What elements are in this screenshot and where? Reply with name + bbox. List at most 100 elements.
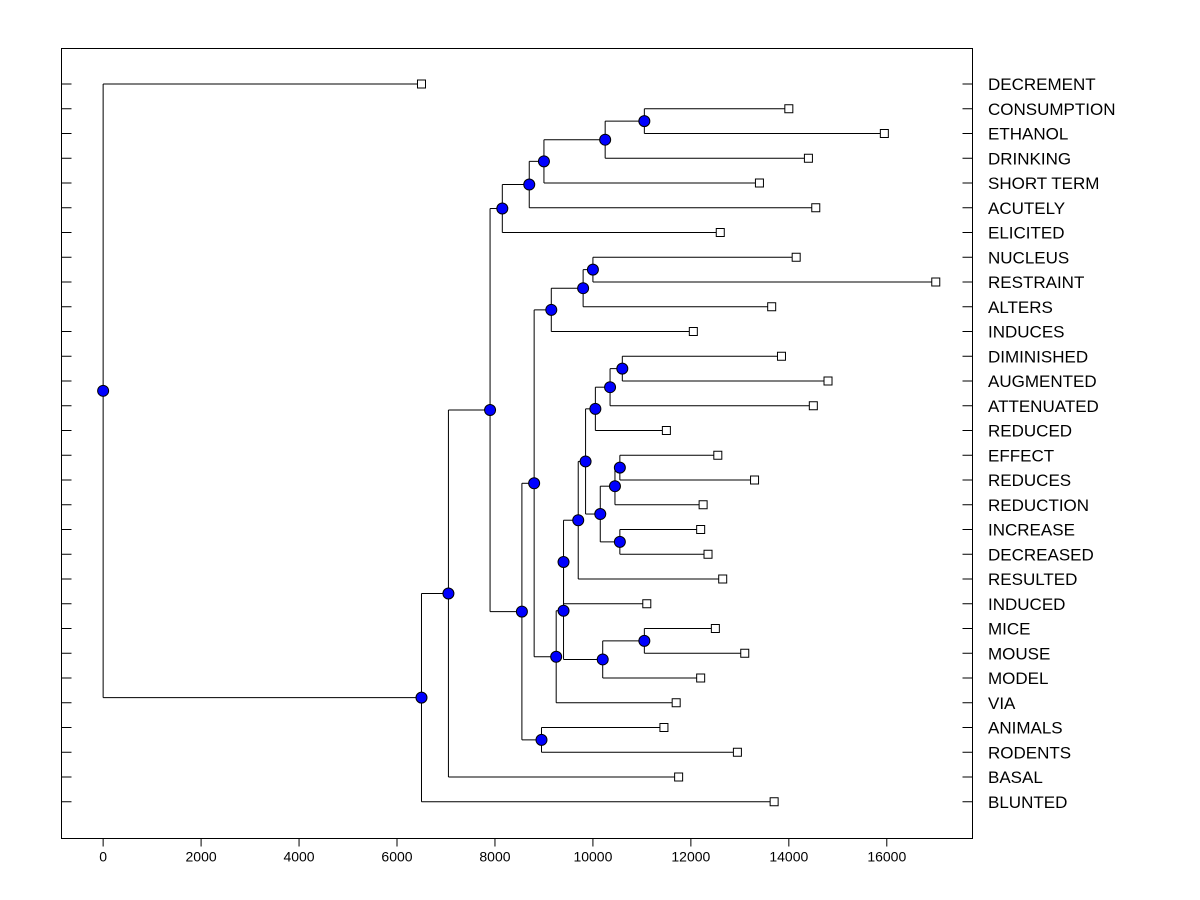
merge-node [608, 480, 621, 493]
leaf-label: INDUCES [988, 323, 1065, 342]
x-tick-label: 6000 [381, 849, 412, 865]
leaf-label: INCREASE [988, 521, 1075, 540]
leaf-label: DECREASED [988, 545, 1094, 564]
leaf-label: AUGMENTED [988, 372, 1097, 391]
merge-node [523, 178, 536, 191]
x-tick-label: 4000 [283, 849, 314, 865]
leaf-marker [698, 500, 708, 510]
leaf-marker [674, 772, 684, 782]
leaf-marker [879, 129, 889, 138]
leaf-marker [767, 302, 777, 312]
leaf-label: BLUNTED [988, 793, 1067, 812]
leaf-label: REDUCES [988, 471, 1071, 490]
merge-node [528, 477, 541, 490]
x-tick-label: 8000 [479, 849, 510, 865]
leaf-label: DIMINISHED [988, 347, 1088, 366]
leaf-label: REDUCTION [988, 496, 1089, 515]
leaf-marker [661, 426, 671, 435]
leaf-label: ATTENUATED [988, 397, 1099, 416]
leaf-marker [791, 252, 801, 262]
leaf-marker [688, 327, 698, 336]
merge-node [550, 650, 563, 663]
leaf-label: ELICITED [988, 224, 1065, 243]
leaf-marker [776, 351, 786, 361]
leaf-label: EFFECT [988, 446, 1054, 465]
leaf-marker [769, 797, 779, 807]
dendrogram-links [102, 83, 936, 803]
left-tick-marks [61, 83, 72, 803]
leaf-marker [740, 648, 750, 658]
leaf-marker [703, 549, 713, 559]
merge-node [557, 604, 570, 617]
merge-node [594, 508, 607, 521]
leaf-label: INDUCED [988, 595, 1065, 614]
leaf-marker [811, 203, 821, 213]
merge-node [599, 133, 612, 146]
merge-node [613, 461, 626, 474]
merge-node [638, 115, 651, 128]
merge-node [545, 303, 558, 316]
leaf-marker [659, 723, 669, 732]
merge-node [97, 384, 110, 397]
merge-node [616, 362, 629, 375]
leaf-marker [416, 79, 426, 89]
leaf-labels: DECREMENT CONSUMPTION ETHANOL DRINKING SHORT… [988, 75, 1116, 812]
merge-node [589, 402, 602, 415]
leaf-marker [750, 475, 760, 485]
merge-node [557, 555, 570, 568]
plot-frame [61, 48, 973, 839]
leaf-label: MODEL [988, 669, 1048, 688]
merge-node [415, 691, 428, 704]
leaf-label: VIA [988, 694, 1016, 713]
leaf-label: REDUCED [988, 422, 1072, 441]
leaf-marker [671, 698, 681, 708]
leaf-marker [732, 747, 742, 757]
merge-node [484, 404, 497, 417]
leaf-label: MOUSE [988, 644, 1050, 663]
x-tick-label: 2000 [186, 849, 217, 865]
leaf-label: BASAL [988, 768, 1043, 787]
x-tick-label: 0 [99, 849, 107, 865]
leaf-marker [718, 574, 728, 584]
merge-node [604, 381, 617, 394]
leaf-label: RODENTS [988, 743, 1071, 762]
merge-node [586, 263, 599, 276]
x-tick-label: 10000 [573, 849, 612, 865]
merge-nodes [97, 115, 651, 746]
leaf-label: NUCLEUS [988, 248, 1069, 267]
leaf-label: CONSUMPTION [988, 100, 1116, 119]
leaf-label: SHORT TERM [988, 174, 1099, 193]
merge-node [579, 455, 592, 468]
merge-node [638, 634, 651, 647]
leaf-label: RESTRAINT [988, 273, 1084, 292]
leaf-marker [696, 525, 706, 534]
x-tick-label: 16000 [867, 849, 906, 865]
leaf-marker [696, 673, 706, 683]
x-axis: 0 2000 4000 6000 8000 10000 12000 14000 16000 [99, 838, 906, 865]
leaf-label: RESULTED [988, 570, 1077, 589]
merge-node [577, 282, 590, 295]
merge-node [596, 653, 609, 666]
leaf-marker [784, 104, 794, 114]
merge-node [537, 155, 550, 168]
merge-node [496, 202, 509, 215]
leaf-markers [416, 79, 941, 807]
leaf-marker [931, 277, 941, 287]
leaf-marker [715, 228, 725, 237]
x-tick-label: 14000 [769, 849, 808, 865]
leaf-label: DECREMENT [988, 75, 1096, 94]
leaf-marker [642, 599, 652, 609]
leaf-label: ALTERS [988, 298, 1053, 317]
leaf-label: ACUTELY [988, 199, 1065, 218]
leaf-marker [803, 153, 813, 163]
leaf-label: ETHANOL [988, 125, 1068, 144]
leaf-marker [713, 450, 723, 460]
leaf-marker [808, 401, 818, 411]
x-tick-label: 12000 [671, 849, 710, 865]
leaf-label: DRINKING [988, 149, 1071, 168]
merge-node [515, 605, 528, 618]
leaf-marker [823, 376, 833, 386]
merge-node [613, 535, 626, 548]
leaf-label: MICE [988, 620, 1031, 639]
